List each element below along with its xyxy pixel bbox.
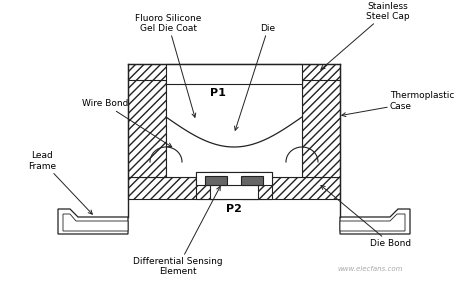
Text: Die Bond: Die Bond [321, 186, 411, 248]
Bar [205, 176, 227, 185]
Text: Lead
Frame: Lead Frame [28, 151, 92, 214]
Polygon shape [340, 209, 410, 234]
Polygon shape [340, 214, 405, 231]
Text: Wire Bond: Wire Bond [82, 99, 172, 147]
Text: Differential Sensing
Element: Differential Sensing Element [133, 186, 223, 276]
Bar [128, 64, 340, 80]
Bar [242, 172, 272, 199]
Bar [128, 177, 340, 199]
Bar [241, 176, 263, 185]
Bar [196, 172, 226, 199]
Text: Die: Die [234, 24, 276, 130]
Text: Fluoro Silicone
Gel Die Coat: Fluoro Silicone Gel Die Coat [135, 14, 201, 117]
Bar [210, 172, 258, 199]
Bar [196, 172, 272, 185]
Text: P2: P2 [226, 204, 242, 214]
Bar [128, 77, 166, 177]
Text: Stainless
Steel Cap: Stainless Steel Cap [321, 2, 410, 69]
Bar [166, 80, 302, 177]
Polygon shape [58, 209, 128, 234]
Polygon shape [63, 214, 128, 231]
Text: P1: P1 [210, 88, 226, 98]
Text: www.elecfans.com: www.elecfans.com [337, 266, 403, 272]
Text: Thermoplastic
Case: Thermoplastic Case [342, 91, 454, 116]
Bar [302, 77, 340, 177]
Bar [166, 64, 302, 84]
